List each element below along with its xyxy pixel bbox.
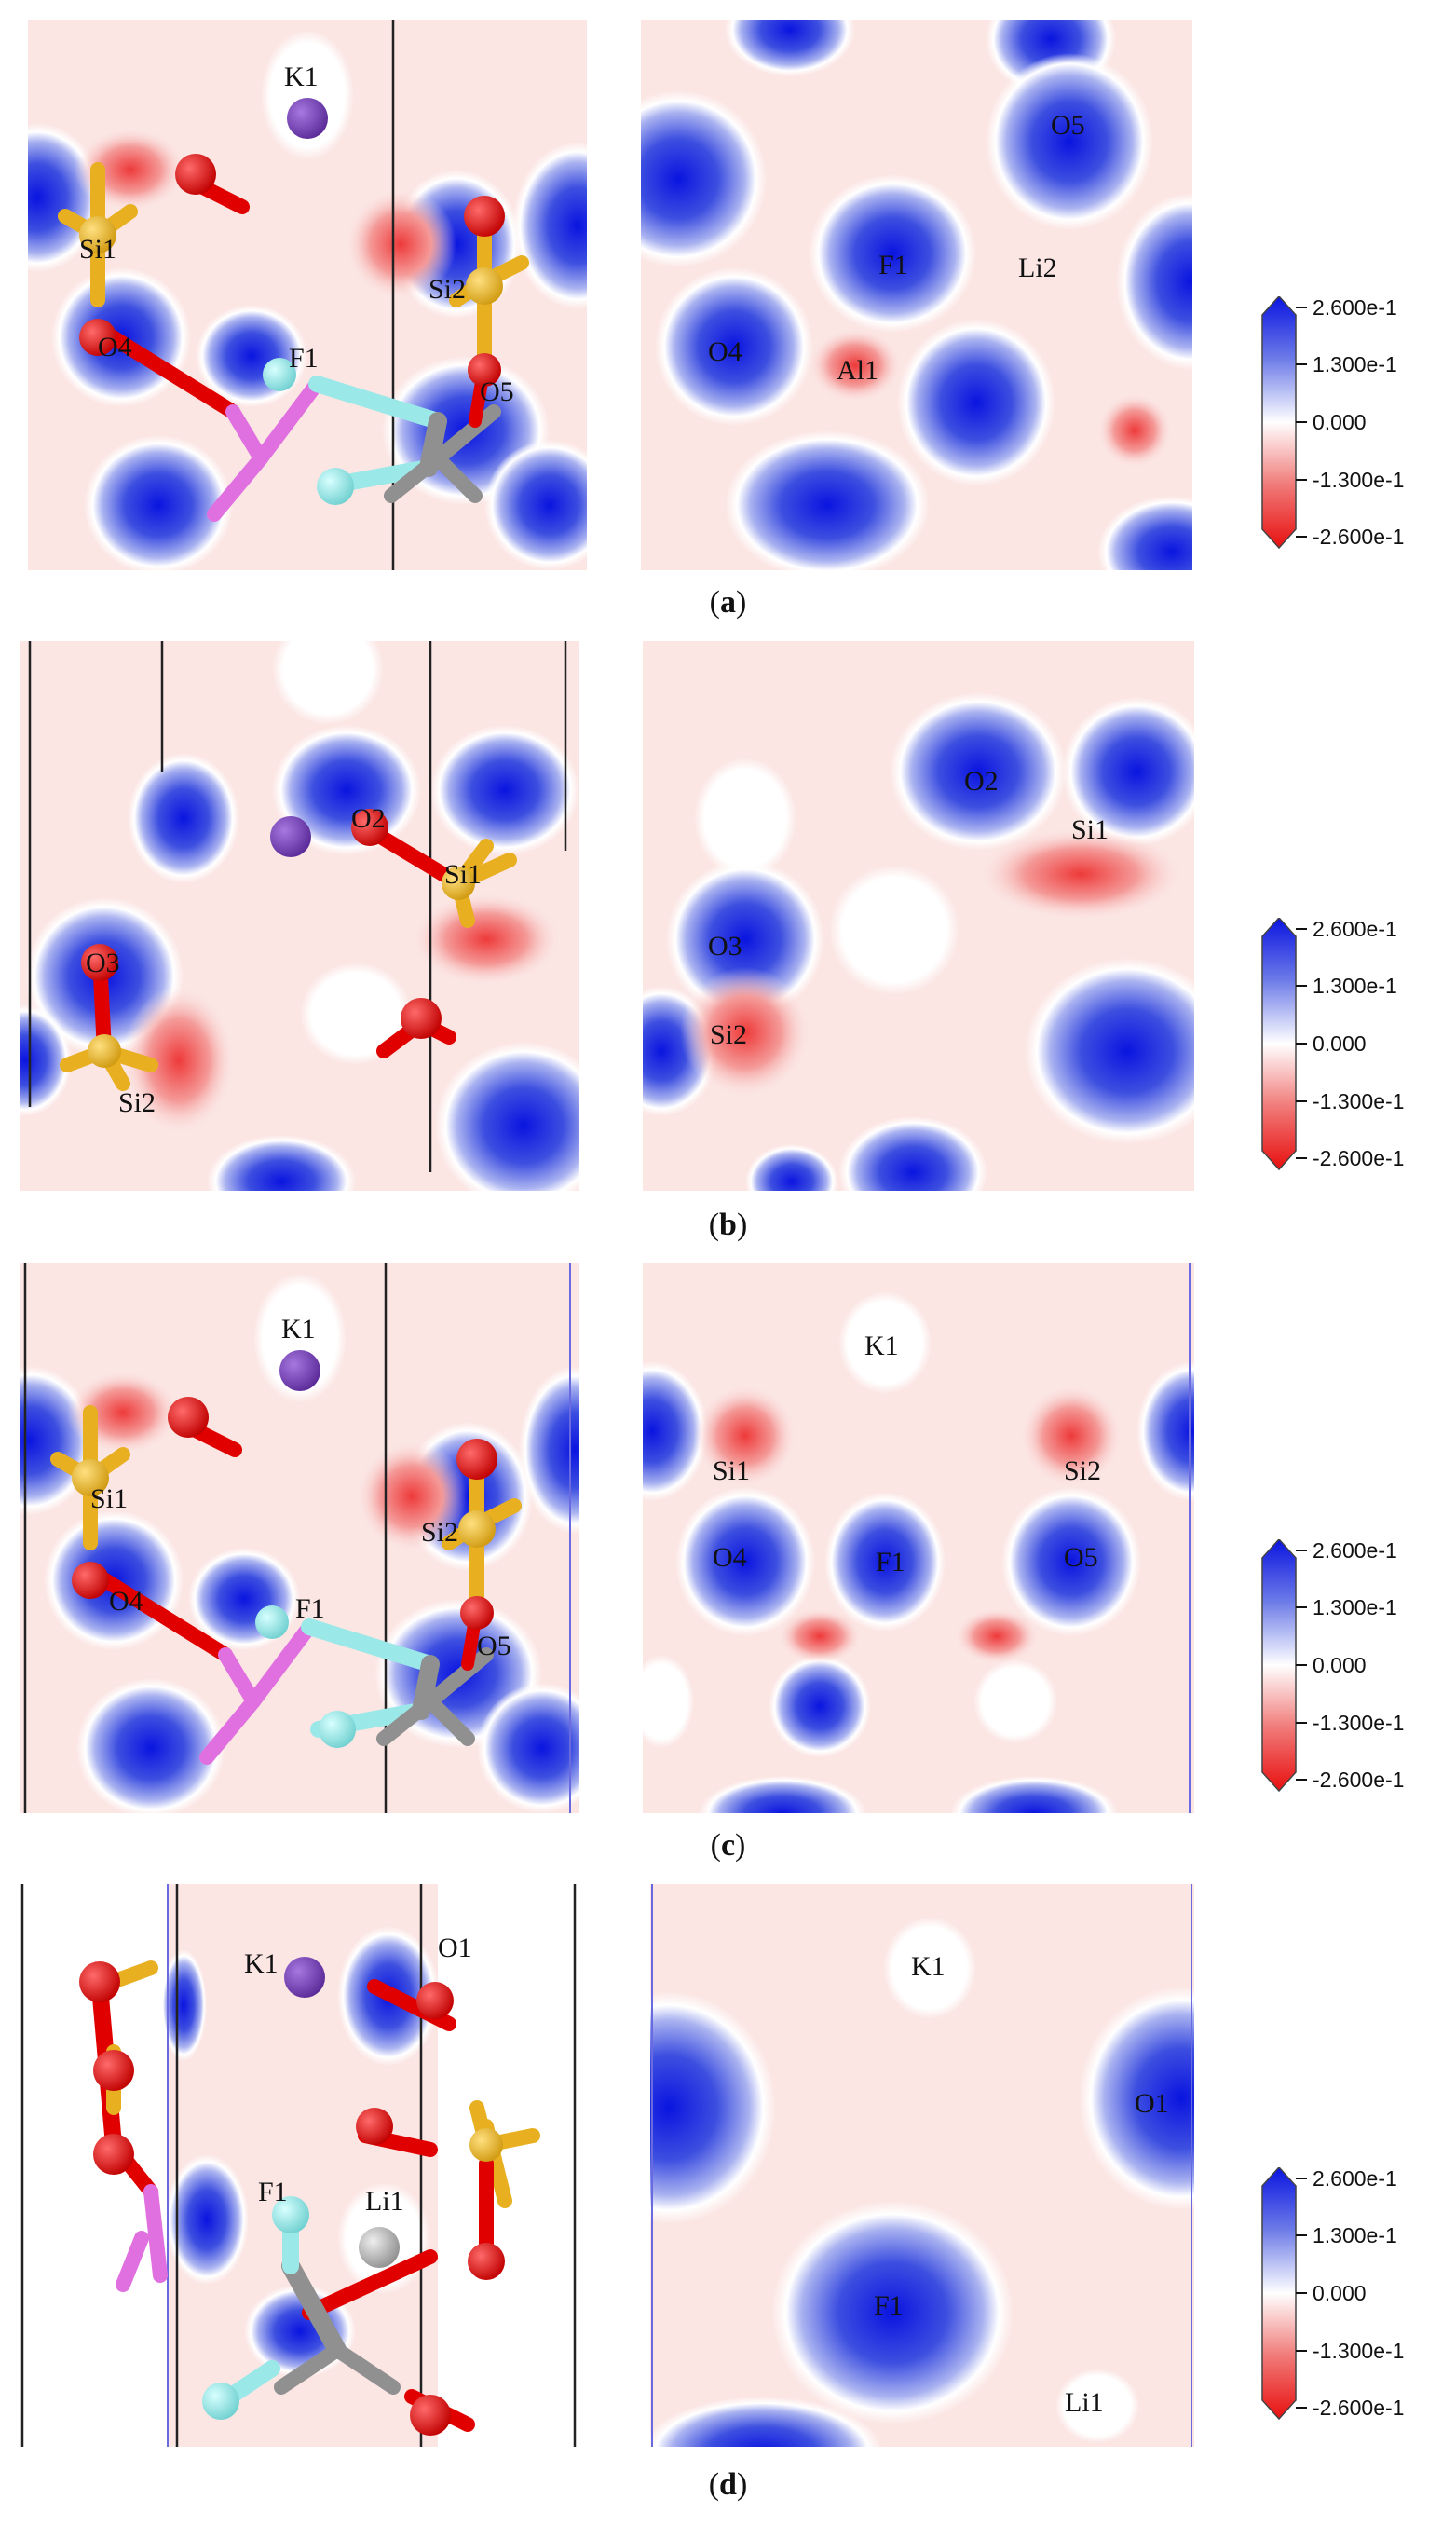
- atom-label-o4: O4: [708, 336, 742, 367]
- atom-label-si1: Si1: [90, 1483, 128, 1514]
- atom-label-f1: F1: [876, 1547, 905, 1577]
- atom-label-li2: Li2: [1018, 253, 1057, 283]
- atom-label-al1: Al1: [837, 355, 878, 386]
- atom-label-o5: O5: [477, 1631, 511, 1661]
- atom-label-k1: K1: [911, 1951, 946, 1982]
- atom-label-o4: O4: [109, 1586, 143, 1617]
- panel-a-left-structure: K1 Si1 Si2 O4 F1 O5: [28, 20, 587, 570]
- atom-label-k1: K1: [864, 1331, 899, 1361]
- colorbar-tick-min: -2.600e-1: [1313, 2396, 1404, 2420]
- caption-b: (b): [708, 1208, 748, 1242]
- colorbar-tick-low: -1.300e-1: [1313, 1711, 1404, 1735]
- atom-label-li1: Li1: [1065, 2387, 1104, 2418]
- panel-d-left-structure: K1 O1 F1 Li1: [20, 1884, 579, 2447]
- atom-label-o5: O5: [1051, 110, 1085, 141]
- colorbar-tick-min: -2.600e-1: [1313, 525, 1404, 549]
- panel-d-right-contour: K1 O1 F1 Li1: [650, 1884, 1194, 2447]
- atom-label-si2: Si2: [421, 1517, 458, 1548]
- colorbar-c: 2.600e-1 1.300e-1 0.000 -1.300e-1 -2.600…: [1261, 1539, 1404, 1793]
- atom-label-si2: Si2: [429, 274, 466, 305]
- atom-label-o4: O4: [98, 332, 132, 362]
- colorbar-tick-high: 1.300e-1: [1313, 352, 1397, 376]
- atom-label-f1: F1: [295, 1593, 325, 1624]
- atom-label-o1: O1: [438, 1932, 472, 1963]
- colorbar-a: 2.600e-1 1.300e-1 0.000 -1.300e-1 -2.600…: [1261, 296, 1404, 550]
- colorbar-tick-max: 2.600e-1: [1313, 296, 1397, 320]
- atom-label-o1: O1: [1135, 2088, 1169, 2119]
- colorbar-tick-high: 1.300e-1: [1313, 974, 1397, 998]
- colorbar-tick-zero: 0.000: [1313, 1031, 1367, 1056]
- atom-label-si2: Si2: [710, 1019, 747, 1050]
- atom-label-f1: F1: [878, 250, 908, 280]
- colorbar-tick-min: -2.600e-1: [1313, 1768, 1404, 1792]
- atom-label-f1: F1: [874, 2290, 904, 2321]
- atom-label-si1: Si1: [79, 234, 116, 265]
- atom-label-si2: Si2: [1064, 1455, 1101, 1486]
- atom-label-o4: O4: [713, 1542, 747, 1573]
- atom-label-o5: O5: [480, 376, 514, 407]
- colorbar-tick-low: -1.300e-1: [1313, 468, 1404, 492]
- atom-label-si1: Si1: [713, 1455, 750, 1486]
- panel-b-right-contour: O2 Si1 O3 Si2: [643, 641, 1194, 1191]
- atom-label-li1: Li1: [365, 2186, 404, 2217]
- atom-label-k1: K1: [284, 61, 319, 92]
- atom-label-f1: F1: [289, 343, 319, 374]
- atom-label-k1: K1: [281, 1314, 316, 1345]
- atom-label-o2: O2: [964, 766, 999, 797]
- colorbar-tick-zero: 0.000: [1313, 410, 1367, 434]
- colorbar-tick-high: 1.300e-1: [1313, 1595, 1397, 1619]
- colorbar-b: 2.600e-1 1.300e-1 0.000 -1.300e-1 -2.600…: [1261, 918, 1404, 1171]
- atom-label-o3: O3: [86, 948, 120, 978]
- colorbar-tick-low: -1.300e-1: [1313, 1089, 1404, 1113]
- colorbar-tick-zero: 0.000: [1313, 1653, 1367, 1677]
- colorbar-tick-low: -1.300e-1: [1313, 2339, 1404, 2363]
- atom-label-f1: F1: [258, 2177, 288, 2207]
- colorbar-tick-high: 1.300e-1: [1313, 2223, 1397, 2247]
- colorbar-tick-max: 2.600e-1: [1313, 1539, 1397, 1563]
- colorbar-tick-max: 2.600e-1: [1313, 918, 1397, 941]
- atom-label-o2: O2: [351, 803, 386, 834]
- colorbar-tick-min: -2.600e-1: [1313, 1146, 1404, 1170]
- caption-a: (a): [709, 585, 747, 620]
- colorbar-d: 2.600e-1 1.300e-1 0.000 -1.300e-1 -2.600…: [1261, 2167, 1404, 2421]
- panel-a-right-contour: O5 F1 Li2 O4 Al1: [641, 20, 1192, 570]
- colorbar-tick-max: 2.600e-1: [1313, 2167, 1397, 2191]
- caption-d: (d): [708, 2467, 748, 2502]
- atom-label-o5: O5: [1064, 1542, 1098, 1573]
- atom-label-k1: K1: [244, 1948, 279, 1979]
- atom-label-si2: Si2: [118, 1087, 156, 1118]
- caption-c: (c): [710, 1828, 746, 1863]
- panel-c-right-contour: K1 Si1 Si2 O4 F1 O5: [643, 1263, 1194, 1813]
- panel-c-left-structure: K1 Si1 Si2 O4 F1 O5: [20, 1263, 579, 1813]
- atom-label-o3: O3: [708, 931, 742, 962]
- panel-b-left-structure: O2 Si1 O3 Si2: [20, 641, 579, 1191]
- colorbar-tick-zero: 0.000: [1313, 2281, 1367, 2305]
- atom-label-si1: Si1: [1071, 814, 1109, 845]
- atom-label-si1: Si1: [444, 859, 482, 890]
